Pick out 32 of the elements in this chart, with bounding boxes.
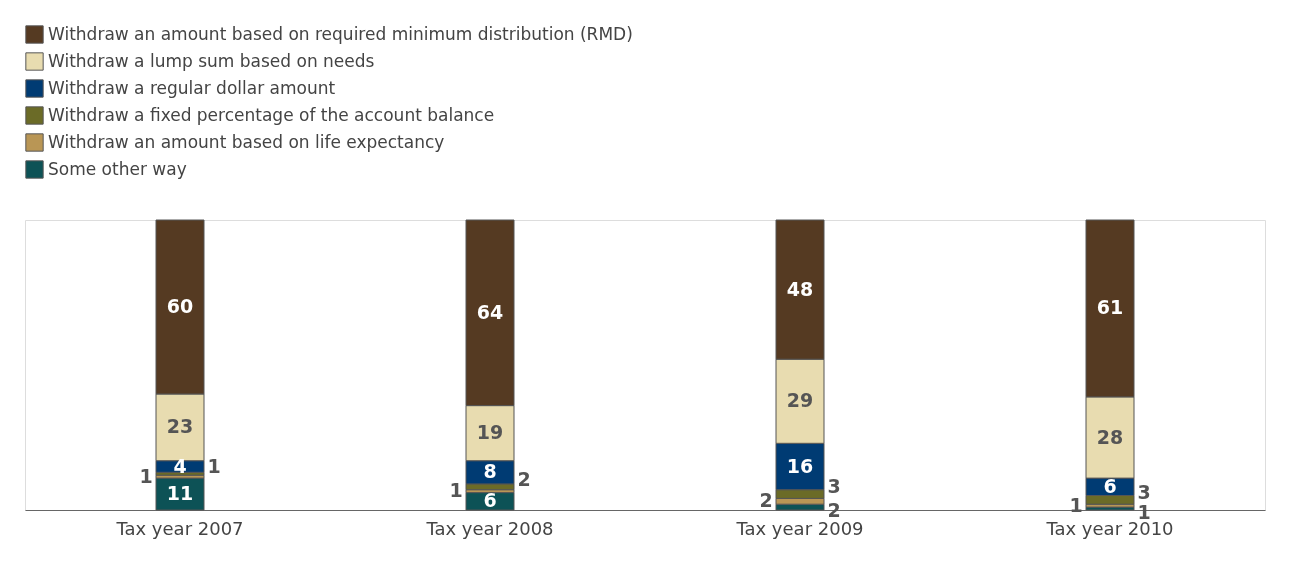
bar xyxy=(775,503,825,511)
data-label: 1 xyxy=(1069,493,1083,516)
data-label: 48 xyxy=(786,277,814,300)
data-label: 3 xyxy=(1137,480,1151,503)
legend-label: Withdraw a fixed percentage of the account balance xyxy=(48,104,495,125)
data-label: 3 xyxy=(827,475,841,498)
data-label: 11 xyxy=(166,482,194,505)
x-tick-label: Tax year 2008 xyxy=(425,517,554,539)
legend-label: Withdraw a regular dollar amount xyxy=(48,77,336,98)
legend-label: Withdraw a lump sum based on needs xyxy=(48,50,375,71)
data-label: 8 xyxy=(483,460,497,483)
data-label: 19 xyxy=(476,421,504,444)
data-label: 1 xyxy=(449,479,463,502)
x-tick-label: Tax year 2009 xyxy=(735,517,864,539)
data-label: 1 xyxy=(207,454,221,477)
data-label: 29 xyxy=(786,389,814,412)
data-label: 28 xyxy=(1096,425,1124,448)
data-label: 2 xyxy=(759,489,773,512)
legend-label: Some other way xyxy=(48,158,187,179)
legend-label: Withdraw an amount based on life expectancy xyxy=(48,131,445,152)
legend-label: Withdraw an amount based on required minimum distribution (RMD) xyxy=(48,23,633,44)
data-label: 64 xyxy=(476,300,504,323)
data-label: 4 xyxy=(173,454,187,477)
data-label: 1 xyxy=(139,464,153,487)
data-label: 61 xyxy=(1096,296,1124,319)
data-label: 6 xyxy=(483,489,497,512)
x-tick-label: Tax year 2007 xyxy=(115,517,244,539)
data-label: 60 xyxy=(166,295,194,317)
data-label: 16 xyxy=(786,454,814,477)
data-label: 6 xyxy=(1103,474,1117,497)
data-label: 23 xyxy=(166,415,194,438)
data-label: 2 xyxy=(517,467,531,490)
